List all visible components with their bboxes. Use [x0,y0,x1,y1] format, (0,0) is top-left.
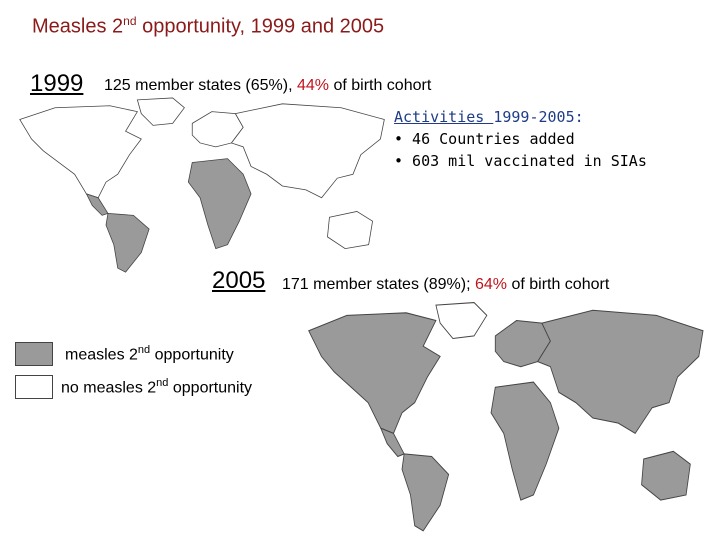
activities-heading: Activities 1999-2005: [394,108,584,126]
legend-label-without: no measles 2nd opportunity [61,376,253,397]
greenland [136,97,185,126]
asia [536,309,704,435]
asia [230,103,385,199]
greenland [435,302,488,340]
legend-label-with: measles 2nd opportunity [65,343,234,364]
australia [327,211,373,250]
stats-2005: 171 member states (89%); 64% of birth co… [282,276,610,293]
slide-title: Measles 2nd opportunity, 1999 and 2005 [32,14,385,38]
activities-box: Activities 1999-2005: • 46 Countries add… [394,106,647,172]
africa [187,158,252,250]
south-america [401,453,450,532]
year-label-2005: 2005 [212,267,266,294]
central-america [85,193,109,216]
north-america [19,105,142,199]
central-america [379,427,405,458]
legend-swatch-white [15,375,53,399]
australia [641,450,691,501]
activities-item: • 46 Countries added [394,130,575,148]
stats-1999: 125 member states (65%), 44% of birth co… [104,77,432,94]
north-america [308,312,441,435]
legend-item-with: measles 2nd opportunity [15,342,234,366]
year-label-1999: 1999 [30,70,84,97]
legend-item-without: no measles 2nd opportunity [15,375,252,399]
world-map-2005 [308,302,704,532]
south-america [105,212,150,273]
legend-swatch-gray [15,342,53,366]
world-map-1999 [19,97,385,273]
africa [490,381,560,501]
activities-item: • 603 mil vaccinated in SIAs [394,152,647,170]
